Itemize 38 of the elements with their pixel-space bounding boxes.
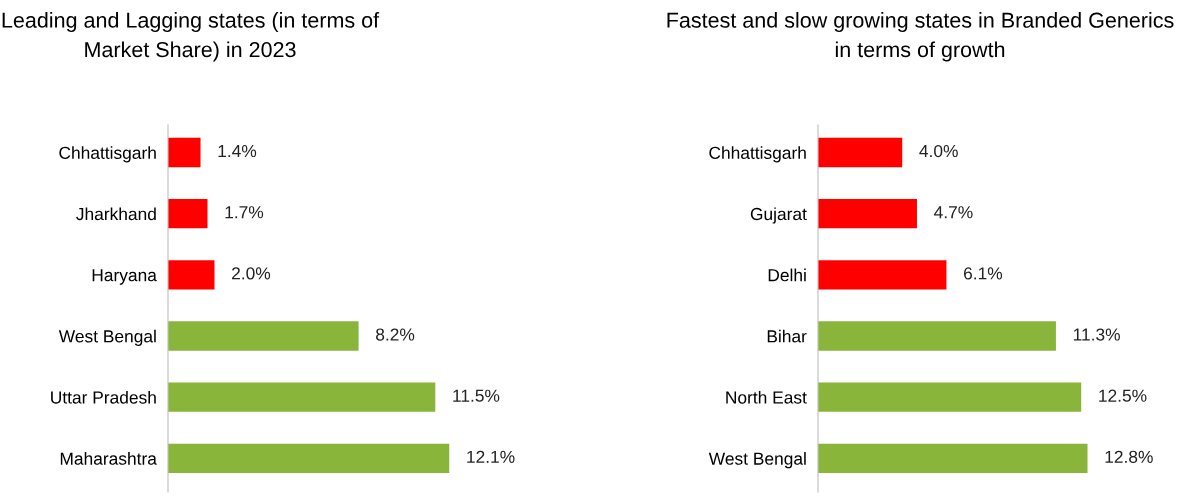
y-tick-label: Haryana [92,269,157,285]
bar [818,382,1082,412]
bar [818,260,947,290]
data-label: 8.2% [376,328,415,341]
bar [168,443,450,474]
bar [168,382,436,412]
data-label: 4.0% [919,144,958,158]
y-tick-label: Maharashtra [60,452,157,465]
bar [818,137,903,168]
y-tick-label: North East [726,390,807,404]
y-tick-label: Uttar Pradesh [51,390,156,404]
y-tick-label: West Bengal [58,329,156,346]
y-tick-label: Chhattisgarh [709,146,806,163]
bar [168,137,201,168]
bar [818,443,1088,474]
bar [168,260,215,290]
chart-title: Fastest and slow growing states in Branded Generics in terms of growth [667,12,1174,62]
data-label: 1.4% [218,144,257,158]
y-tick-label: Chhattisgarh [59,146,156,163]
bar [818,199,917,229]
y-tick-label: Gujarat [750,207,807,224]
data-label: 2.0% [232,267,271,280]
y-tick-label: Delhi [768,268,806,282]
data-label: 4.7% [934,206,973,219]
chart-title: Leading and Lagging states (in terms of Market Share) in 2023 [2,12,380,62]
data-label: 12.1% [467,450,515,463]
data-label: 12.8% [1105,450,1153,464]
y-tick-label: West Bengal [708,452,806,469]
data-label: 11.3% [1073,328,1120,341]
bar [168,199,208,229]
y-tick-label: Bihar [767,329,807,343]
data-label: 1.7% [225,206,264,219]
data-label: 11.5% [453,389,500,402]
data-label: 12.5% [1099,389,1147,402]
data-label: 6.1% [964,267,1003,280]
bar [818,321,1056,351]
y-tick-label: Jharkhand [76,207,156,221]
bar [168,321,359,351]
